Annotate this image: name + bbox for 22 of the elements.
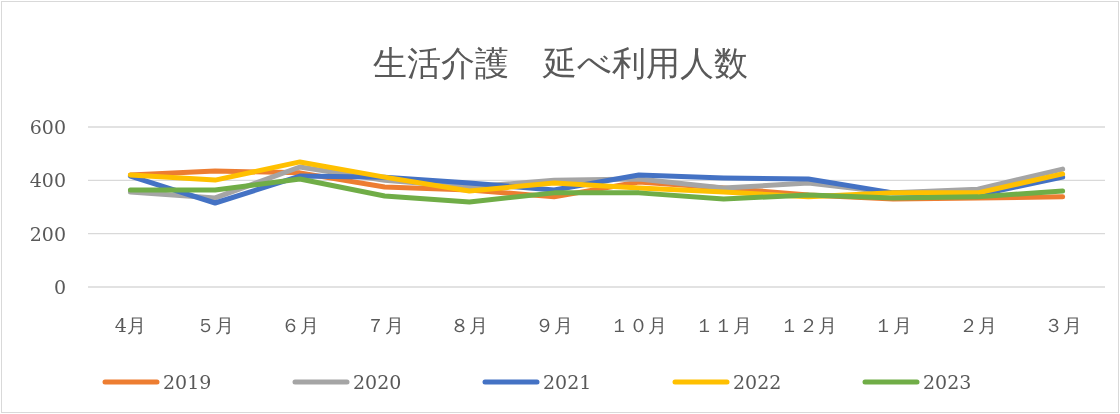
x-tick-label: 4月	[114, 314, 146, 336]
y-tick-label: 400	[29, 169, 66, 192]
x-tick-label: １０月	[610, 314, 668, 336]
x-tick-label: ６月	[280, 314, 319, 336]
x-tick-label: ９月	[535, 314, 574, 336]
x-tick-label: ７月	[365, 314, 404, 336]
legend-label: 2021	[543, 371, 592, 393]
x-tick-label: １１月	[695, 314, 753, 336]
legend-label: 2020	[353, 371, 402, 393]
y-tick-label: 200	[29, 222, 66, 245]
chart-title: 生活介護 延べ利用人数	[372, 43, 748, 83]
legend-label: 2023	[923, 371, 972, 393]
x-tick-label: ５月	[196, 314, 235, 336]
legend-label: 2022	[733, 371, 782, 393]
x-tick-label: ８月	[450, 314, 489, 336]
x-tick-label: １月	[874, 314, 913, 336]
x-tick-label: ２月	[958, 314, 997, 336]
x-tick-label: ３月	[1043, 314, 1082, 336]
y-tick-label: 0	[53, 276, 66, 298]
x-tick-label: １２月	[779, 314, 837, 336]
y-tick-label: 600	[29, 116, 66, 138]
legend-label: 2019	[163, 371, 212, 393]
